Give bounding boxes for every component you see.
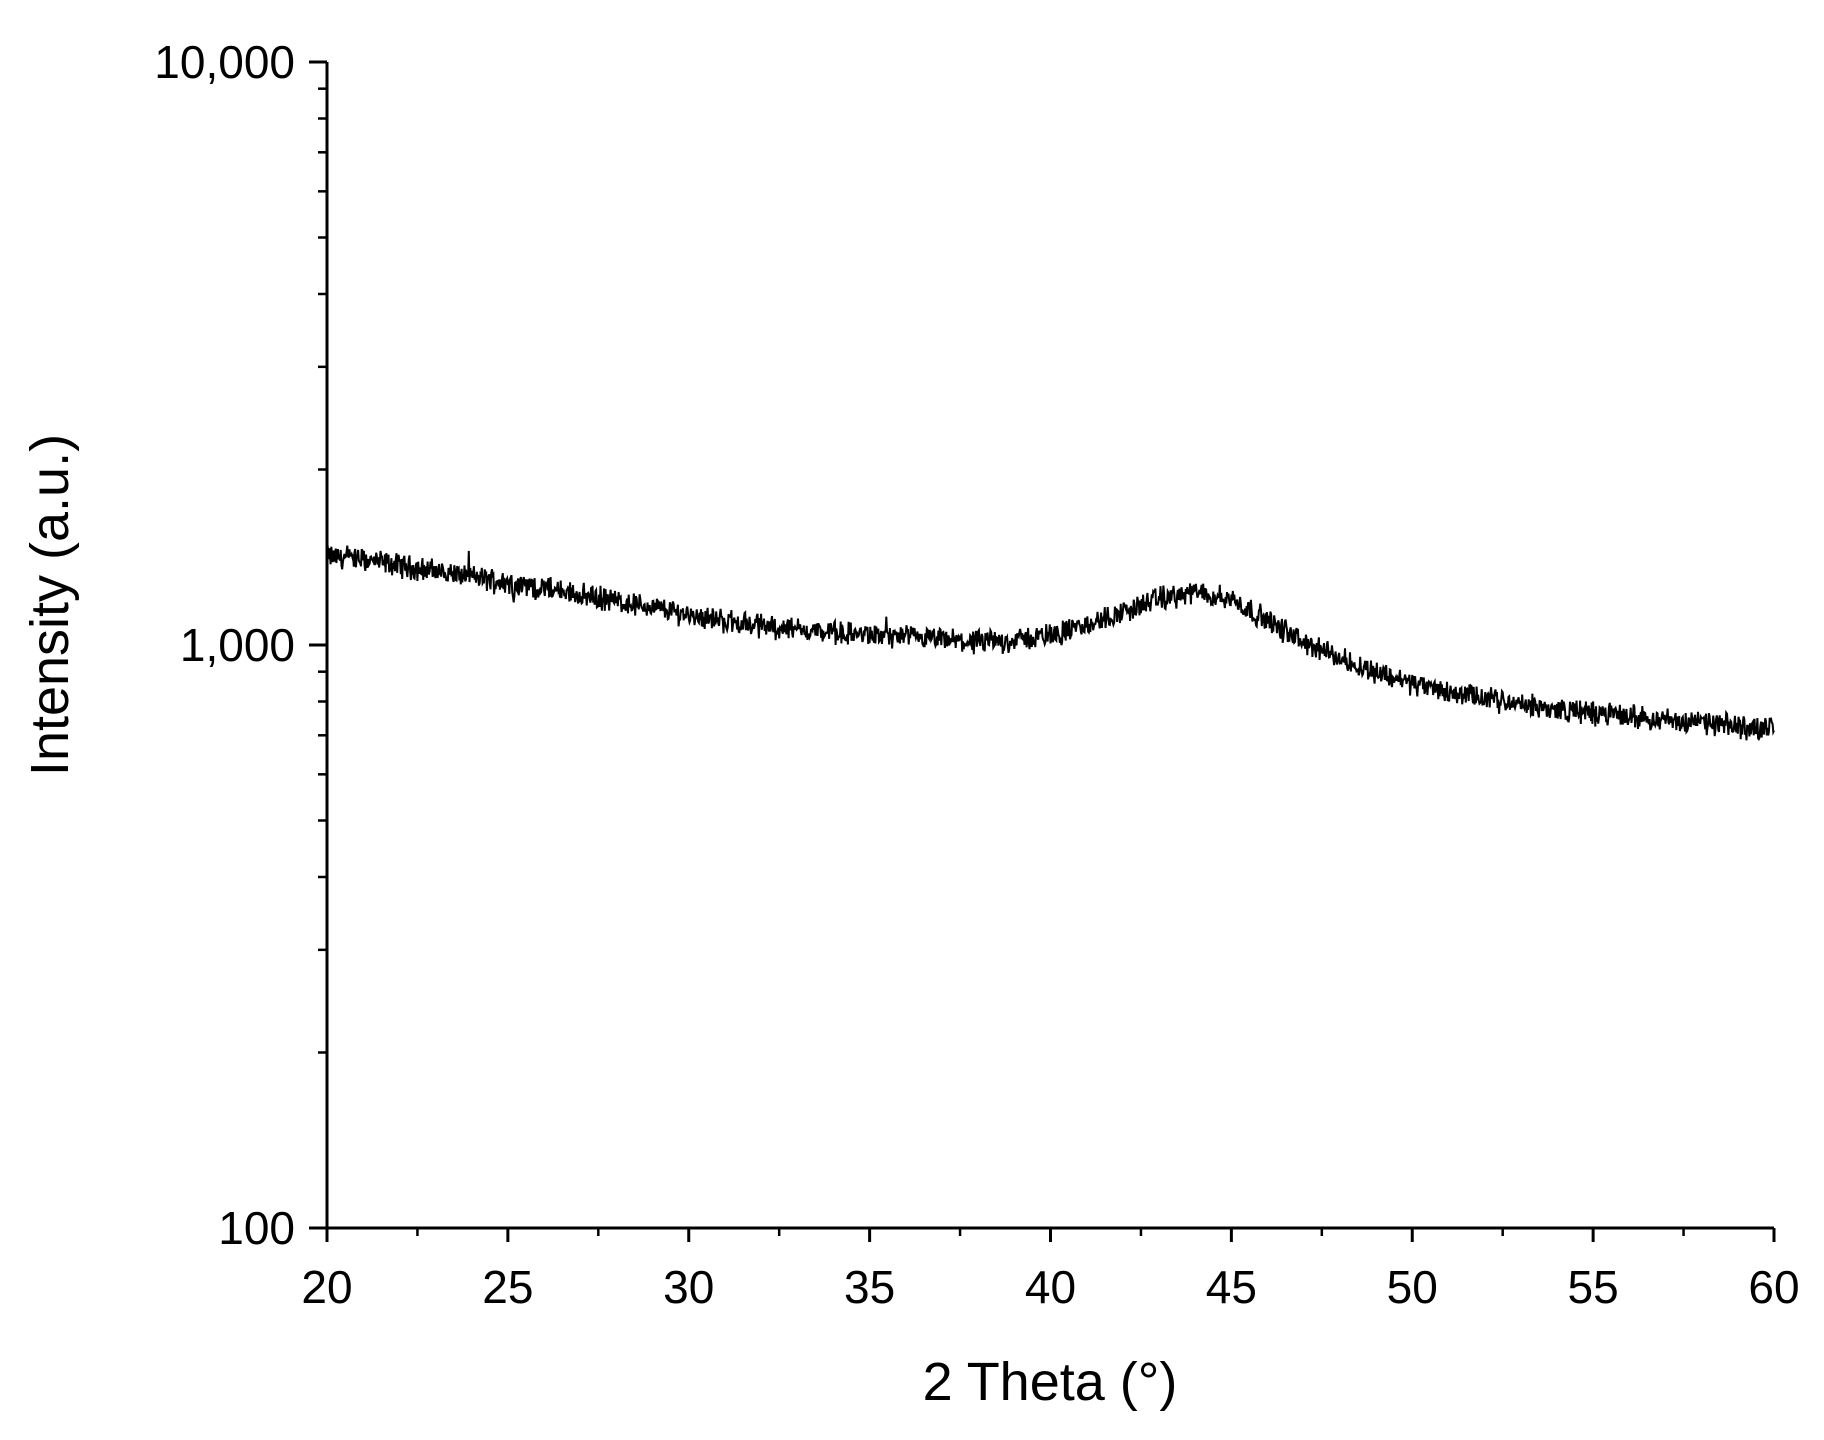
x-axis-ticks xyxy=(325,1228,1776,1242)
x-tick-labels: 20 25 30 35 40 45 50 55 60 xyxy=(301,1261,1799,1313)
x-tick-label: 25 xyxy=(482,1261,533,1313)
y-tick-label: 10,000 xyxy=(154,36,295,88)
x-tick-label: 40 xyxy=(1025,1261,1076,1313)
x-tick-label: 45 xyxy=(1206,1261,1257,1313)
x-tick-label: 50 xyxy=(1387,1261,1438,1313)
x-axis-title: 2 Theta (°) xyxy=(923,1352,1178,1412)
y-tick-label: 1,000 xyxy=(180,619,295,671)
intensity-series-line xyxy=(326,545,1775,741)
y-tick-label: 100 xyxy=(218,1202,295,1254)
x-tick-label: 60 xyxy=(1748,1261,1799,1313)
x-tick-label: 55 xyxy=(1568,1261,1619,1313)
x-tick-label: 35 xyxy=(844,1261,895,1313)
y-tick-labels: 100 1,000 10,000 xyxy=(154,36,295,1254)
x-tick-label: 20 xyxy=(301,1261,352,1313)
y-axis-ticks xyxy=(309,60,327,1230)
y-axis-title: Intensity (a.u.) xyxy=(20,434,80,776)
x-tick-label: 30 xyxy=(663,1261,714,1313)
